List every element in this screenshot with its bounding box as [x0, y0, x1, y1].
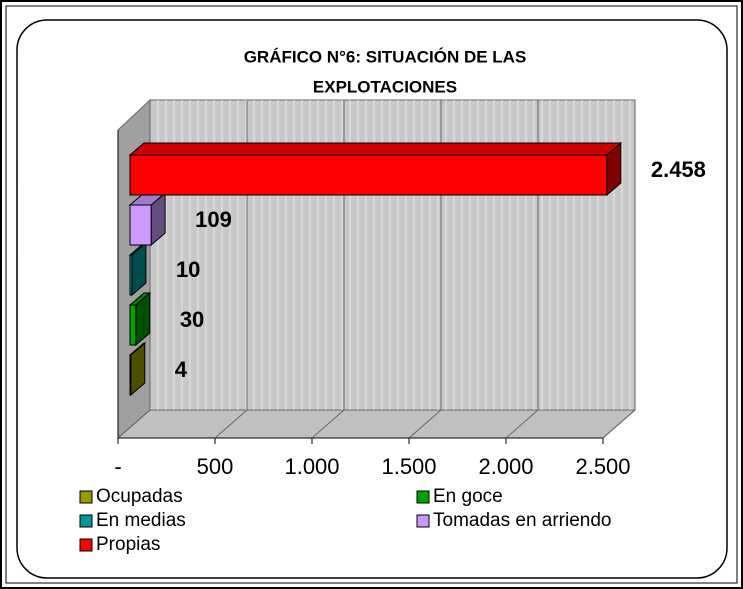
value-label: 30: [180, 307, 204, 332]
bar: [129, 154, 608, 196]
legend-swatch: [79, 538, 93, 552]
value-label: 109: [195, 207, 232, 232]
grid-line: [214, 409, 248, 439]
bar: [129, 304, 137, 346]
legend-label: En goce: [433, 486, 503, 507]
x-tick-label: 2.000: [478, 454, 533, 479]
grid-line: [311, 409, 345, 439]
bar: [129, 354, 132, 396]
bar-top: [128, 142, 623, 156]
legend-label: En medias: [96, 510, 186, 531]
frame-inner: [5, 5, 738, 584]
legend-label: Ocupadas: [96, 486, 183, 507]
legend-label: Propias: [96, 534, 160, 555]
x-tick-label: 1.500: [381, 454, 436, 479]
value-label: 2.458: [651, 157, 706, 182]
chart-title: GRÁFICO N°6: SITUACIÓN DE LAS: [244, 47, 527, 66]
legend-label: Tomadas en arriendo: [433, 510, 612, 531]
x-tick-label: 500: [197, 454, 234, 479]
legend-swatch: [416, 514, 430, 528]
grid-line: [117, 409, 151, 439]
legend-swatch: [79, 514, 93, 528]
bar: [129, 204, 152, 246]
grid-line: [602, 409, 636, 439]
grid-line: [505, 409, 539, 439]
grid-line: [408, 409, 442, 439]
x-tick-label: 1.000: [284, 454, 339, 479]
x-tick-label: 2.500: [575, 454, 630, 479]
floor: [116, 409, 637, 439]
value-label: 10: [176, 257, 200, 282]
value-label: 4: [175, 357, 188, 382]
bar: [129, 254, 133, 296]
legend-swatch: [79, 490, 93, 504]
x-tick-label: -: [114, 454, 121, 479]
chart-title: EXPLOTACIONES: [313, 77, 457, 96]
legend-swatch: [416, 490, 430, 504]
